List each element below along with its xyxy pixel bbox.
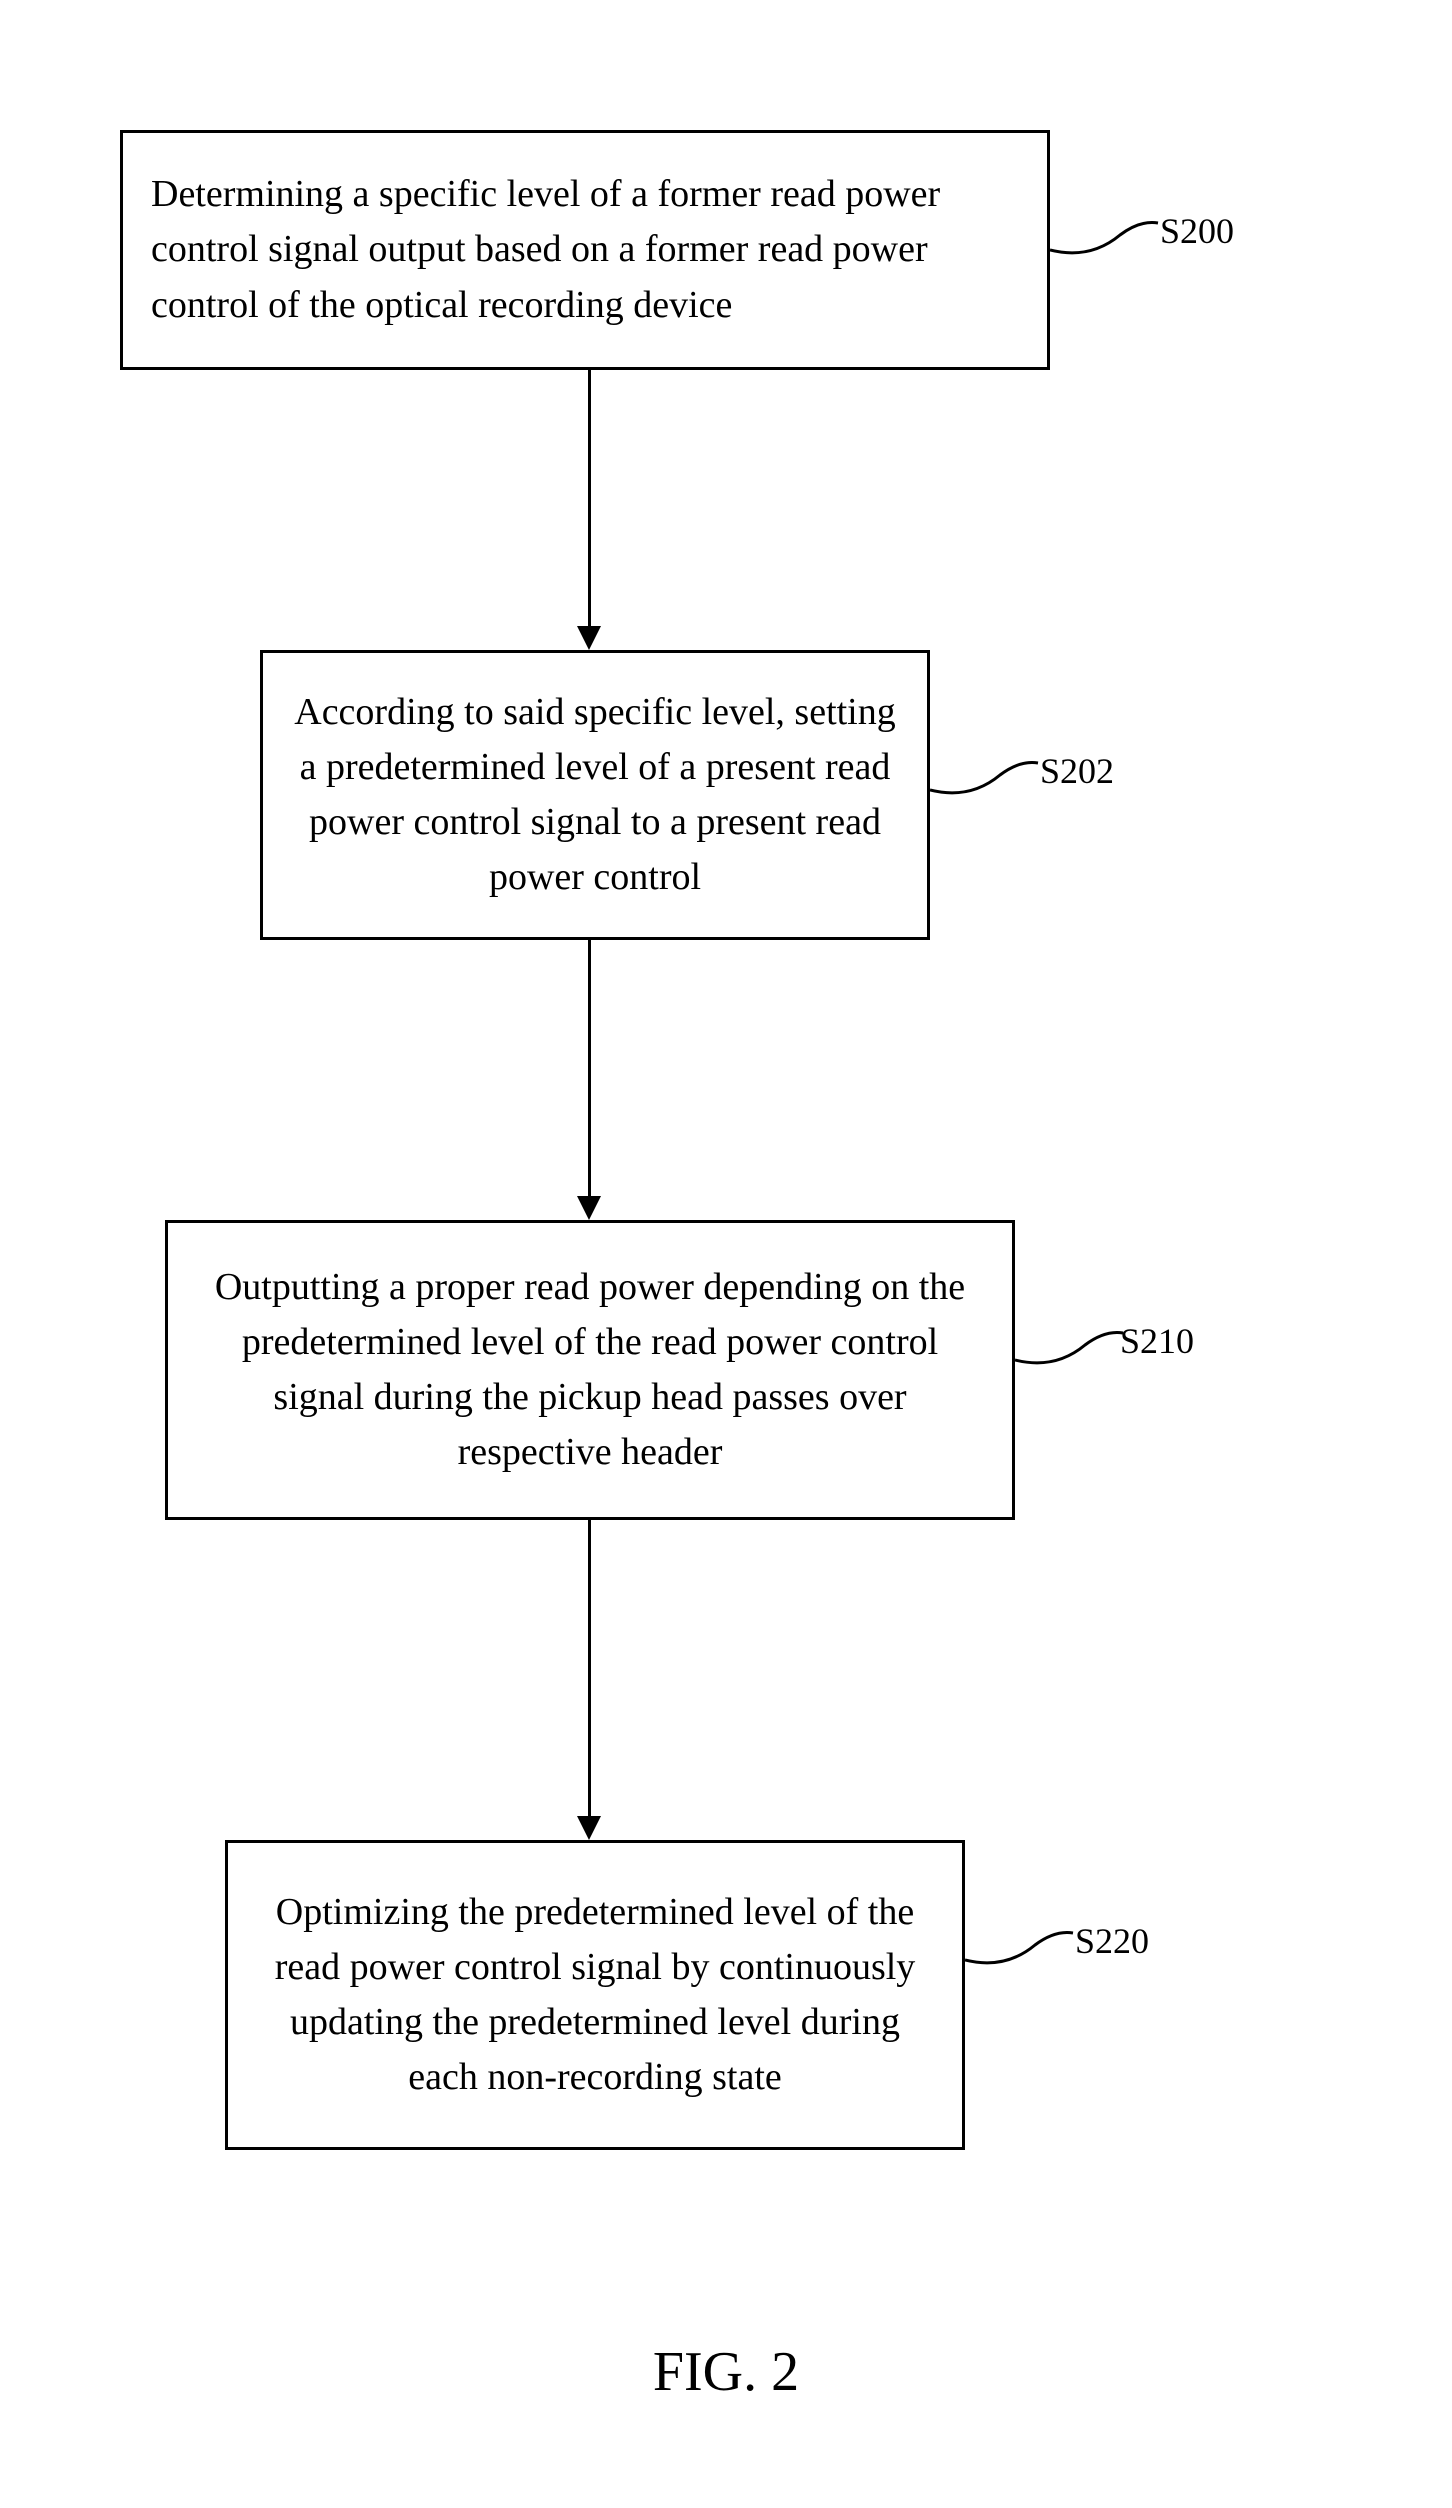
flow-arrow <box>588 1520 591 1816</box>
figure-caption: FIG. 2 <box>0 2340 1452 2404</box>
flow-node-s210: Outputting a proper read power depending… <box>165 1220 1015 1520</box>
flow-node-text: According to said specific level, settin… <box>291 685 899 905</box>
label-connector <box>930 755 1040 810</box>
arrow-head-icon <box>577 1816 601 1840</box>
step-label-s202: S202 <box>1040 750 1114 792</box>
step-label-s220: S220 <box>1075 1920 1149 1962</box>
flow-arrow <box>588 370 591 626</box>
flow-node-s202: According to said specific level, settin… <box>260 650 930 940</box>
flow-node-s220: Optimizing the predetermined level of th… <box>225 1840 965 2150</box>
arrow-head-icon <box>577 626 601 650</box>
label-connector <box>965 1925 1075 1980</box>
label-connector <box>1050 215 1160 270</box>
arrow-head-icon <box>577 1196 601 1220</box>
step-label-s200: S200 <box>1160 210 1234 252</box>
flow-node-text: Outputting a proper read power depending… <box>196 1260 984 1480</box>
flow-arrow <box>588 940 591 1196</box>
label-connector <box>1015 1325 1125 1380</box>
step-label-s210: S210 <box>1120 1320 1194 1362</box>
flow-node-s200: Determining a specific level of a former… <box>120 130 1050 370</box>
flow-node-text: Determining a specific level of a former… <box>151 167 1019 332</box>
flow-node-text: Optimizing the predetermined level of th… <box>256 1885 934 2105</box>
